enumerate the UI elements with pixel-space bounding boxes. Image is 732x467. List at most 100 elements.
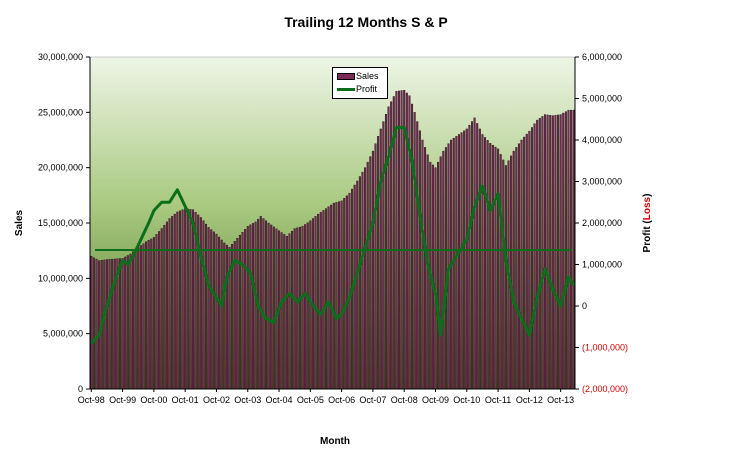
sales-bar: [510, 155, 513, 390]
sales-bar: [191, 209, 195, 390]
x-tick-label: Oct-11: [485, 395, 511, 405]
sales-bar: [210, 229, 213, 390]
sales-bar: [165, 221, 168, 390]
sales-bar: [408, 95, 411, 390]
sales-bar: [168, 218, 171, 390]
sales-bar: [171, 216, 174, 390]
x-tick-label: Oct-08: [391, 395, 418, 405]
sales-bar: [416, 121, 419, 390]
x-tick-label: Oct-12: [516, 395, 543, 405]
sales-bar: [536, 119, 539, 390]
sales-bar: [95, 258, 98, 390]
sales-bar: [158, 231, 161, 390]
sales-bar: [103, 259, 106, 390]
sales-bar: [424, 147, 427, 390]
x-tick-label: Oct-01: [172, 395, 199, 405]
sales-bar: [155, 234, 158, 390]
sales-bar: [470, 121, 474, 390]
profit-line: [90, 126, 575, 345]
y-tick-label: 0: [78, 384, 83, 394]
sales-bar: [142, 243, 145, 390]
sales-bar: [366, 161, 369, 390]
sales-bar: [546, 114, 549, 390]
sales-bar: [395, 91, 398, 390]
sales-bar: [137, 247, 140, 390]
sales-bar: [437, 161, 440, 390]
x-axis-ticks: Oct-98 Oct-99 Oct-00 Oct-01 Oct-02 Oct-03 Oct-…: [78, 389, 574, 405]
sales-bar: [267, 222, 270, 390]
x-tick-label: Oct-09: [422, 395, 449, 405]
legend-swatch-sales: [337, 73, 355, 81]
sales-bar: [173, 213, 176, 390]
sales-bar: [225, 244, 228, 390]
sales-bar: [486, 140, 489, 390]
sales-bar: [223, 242, 226, 390]
sales-bar: [129, 253, 132, 390]
y-tick-label: 15,000,000: [38, 218, 83, 228]
sales-bar: [189, 209, 192, 390]
sales-bar: [298, 226, 301, 390]
sales-bar: [265, 220, 268, 390]
sales-bar: [371, 150, 374, 390]
sales-bar: [530, 127, 533, 390]
sales-bars: [90, 89, 575, 390]
sales-bar: [150, 238, 153, 390]
y2-axis-ticks: (2,000,000) (1,000,000) 0 1,000,000 2,000,00…: [575, 52, 628, 394]
sales-bar: [455, 136, 458, 390]
y2-label-part-3: ): [642, 194, 653, 197]
sales-bar: [291, 230, 294, 390]
sales-bar: [356, 180, 359, 390]
x-tick-label: Oct-07: [359, 395, 386, 405]
sales-bar: [338, 201, 341, 390]
x-tick-label: Oct-03: [234, 395, 261, 405]
sales-bar: [132, 251, 135, 390]
sales-bar: [497, 148, 500, 390]
sales-bar: [557, 114, 560, 390]
sales-bar: [186, 208, 189, 390]
sales-bar: [551, 115, 554, 390]
sales-bar: [382, 121, 385, 390]
y2-tick-label: 0: [582, 301, 587, 311]
sales-bar: [335, 202, 338, 390]
sales-bar: [306, 222, 309, 390]
sales-bar: [241, 232, 244, 390]
y2-tick-label: 2,000,000: [582, 218, 622, 228]
sales-bar: [418, 130, 421, 390]
sales-bar: [517, 143, 520, 390]
sales-bar: [118, 258, 122, 390]
sales-bar: [181, 209, 184, 390]
sales-bar: [207, 227, 210, 390]
sales-bar: [473, 117, 476, 390]
y2-tick-label: (1,000,000): [582, 343, 628, 353]
y2-tick-label: 5,000,000: [582, 94, 622, 104]
sales-bar: [220, 239, 223, 390]
y2-tick-label: 3,000,000: [582, 177, 622, 187]
sales-bar: [528, 130, 531, 390]
sales-bar: [411, 103, 414, 390]
sales-bar: [327, 206, 330, 390]
x-tick-label: Oct-13: [547, 395, 574, 405]
legend-label-profit: Profit: [356, 84, 378, 94]
sales-bar: [314, 216, 317, 390]
legend-label-sales: Sales: [356, 71, 379, 81]
sales-bar: [504, 165, 507, 390]
sales-bar: [465, 128, 468, 390]
sales-bar: [134, 249, 137, 390]
sales-bar: [111, 258, 114, 390]
sales-bar: [205, 223, 208, 390]
sales-bar: [139, 245, 142, 390]
sales-bar: [489, 143, 492, 390]
sales-bar: [238, 234, 241, 390]
x-tick-label: Oct-10: [453, 395, 480, 405]
sales-bar: [178, 210, 181, 390]
sales-bar: [384, 113, 387, 390]
x-tick-label: Oct-02: [203, 395, 230, 405]
sales-bar: [319, 212, 322, 390]
y-axis-label: Sales: [14, 209, 25, 236]
sales-bar: [379, 128, 382, 390]
sales-bar: [324, 208, 327, 390]
sales-bar: [215, 233, 218, 390]
sales-bar: [218, 236, 221, 390]
x-axis-label: Month: [320, 436, 350, 447]
sales-bar: [369, 156, 372, 390]
